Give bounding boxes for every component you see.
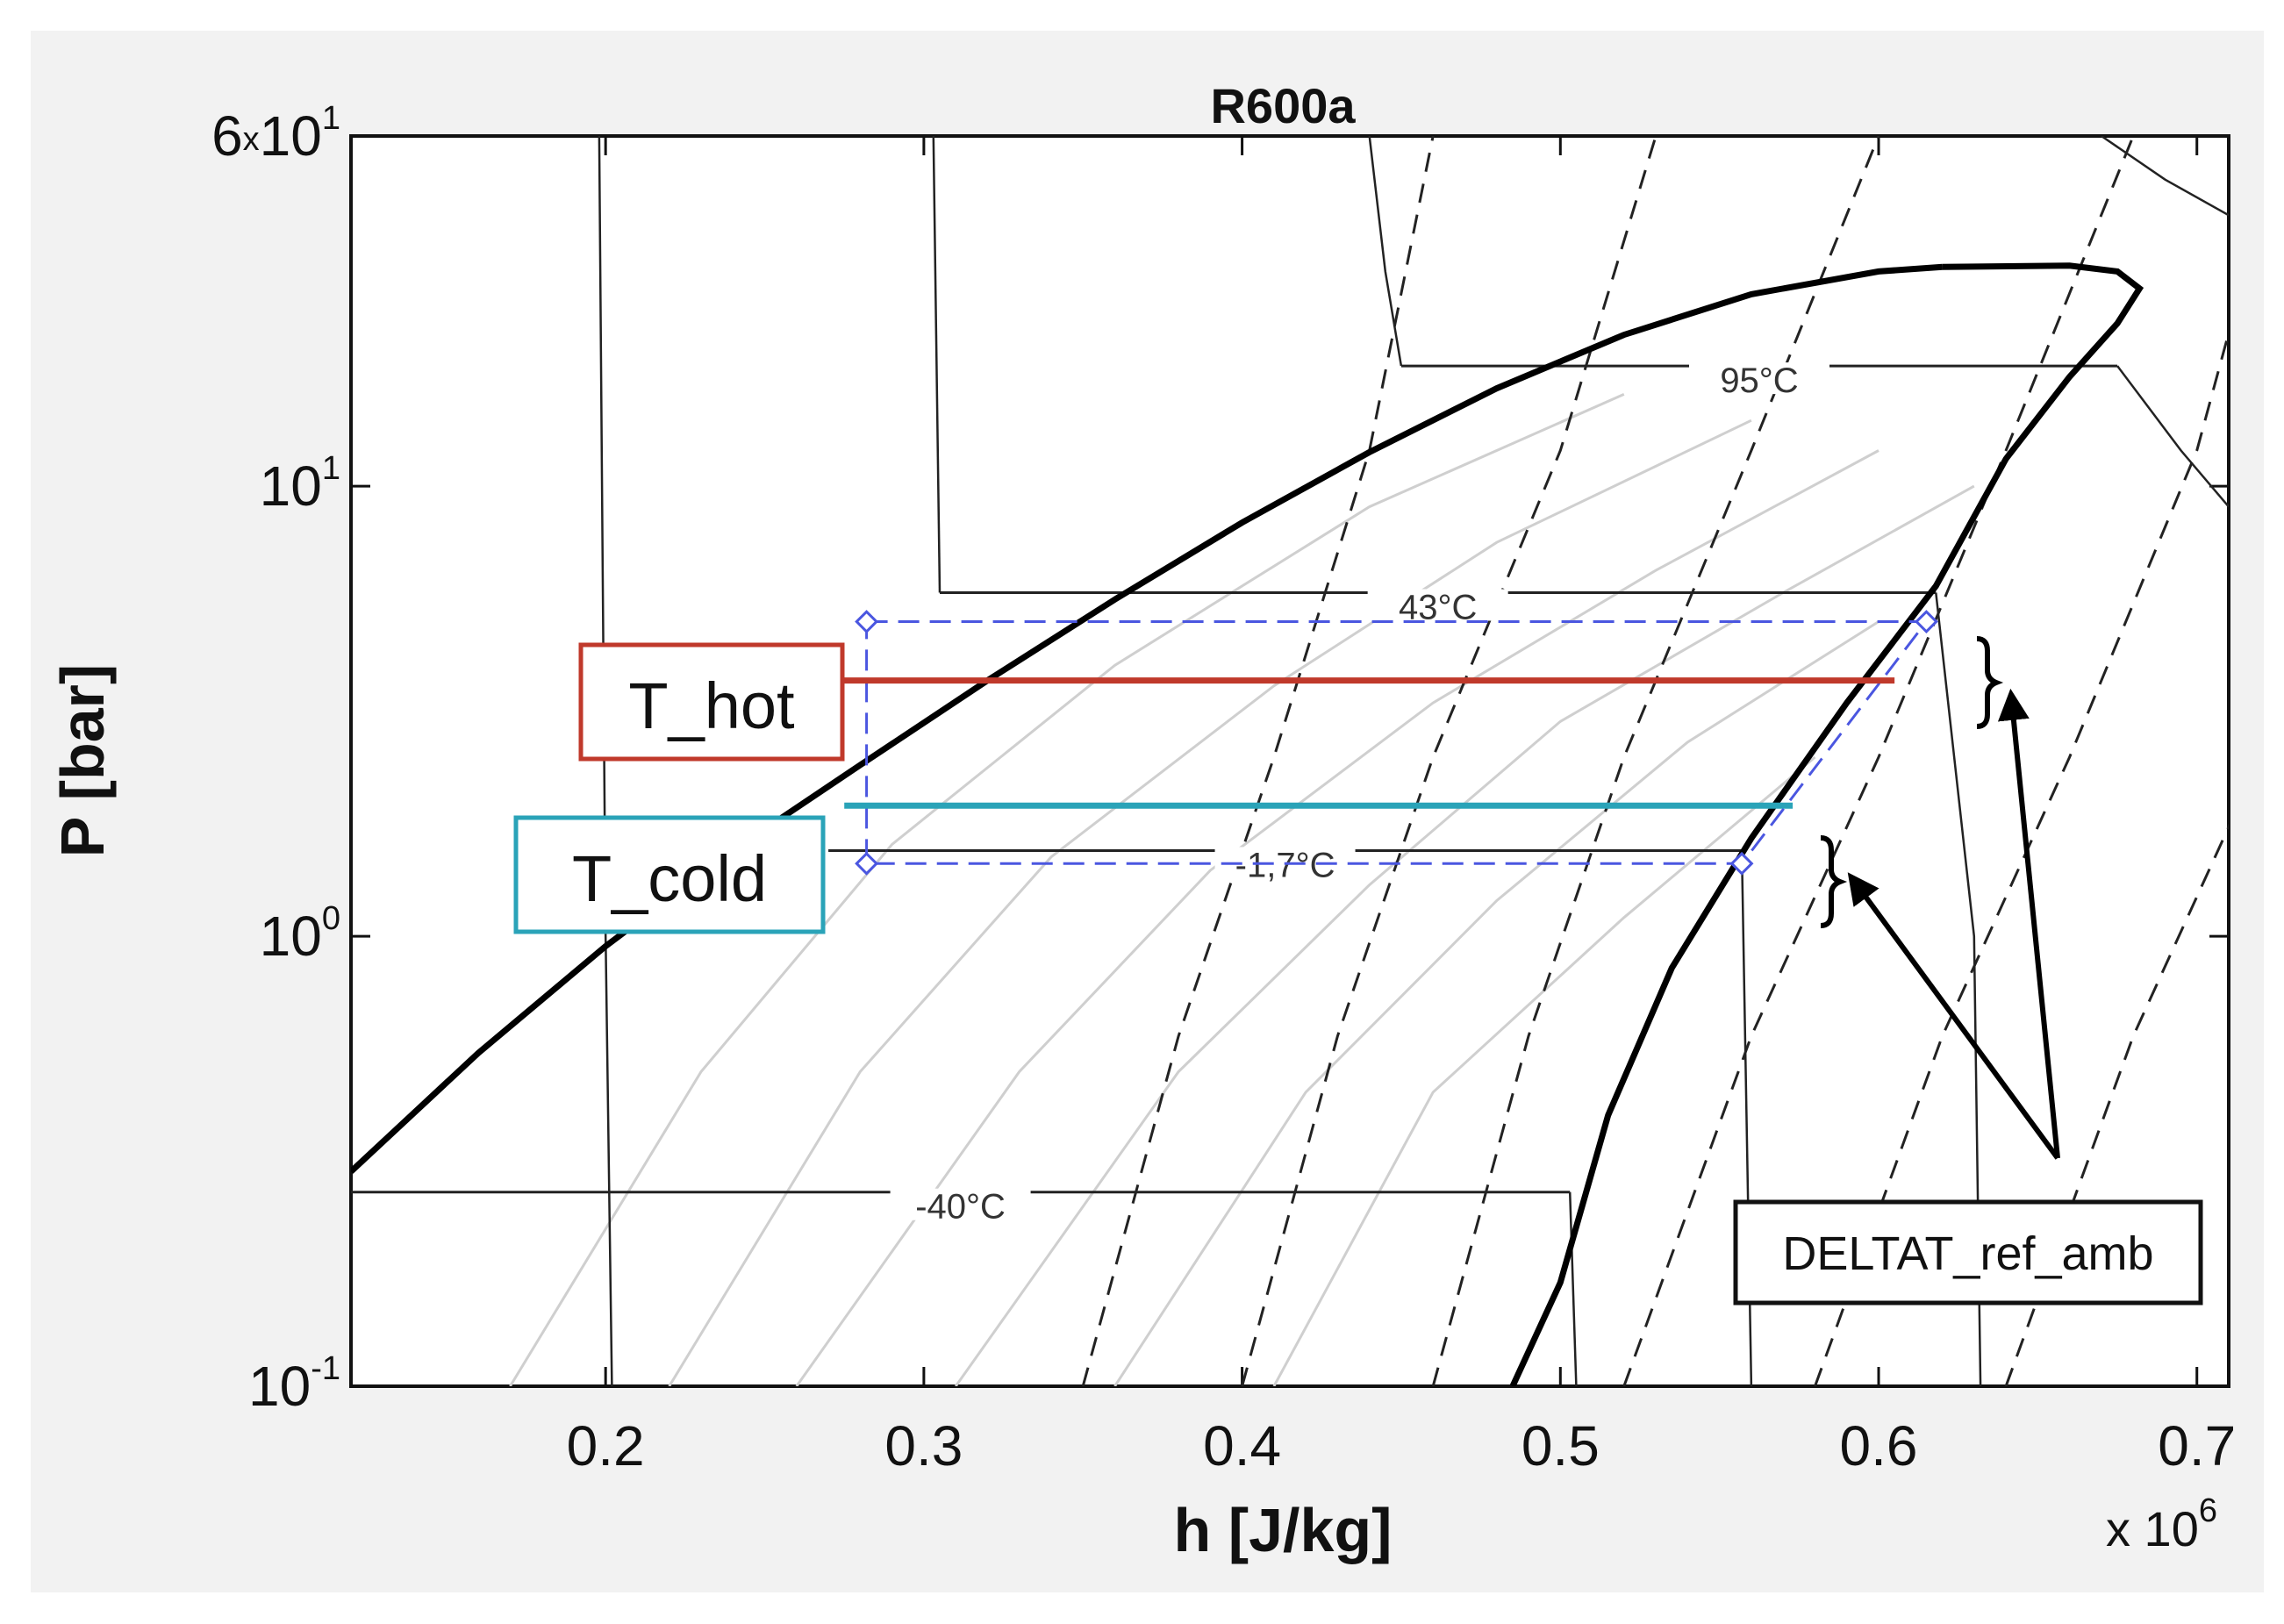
x-multiplier-exponent: 6 — [2199, 1492, 2217, 1529]
saturated-vapor-line — [1509, 262, 2144, 1386]
y-tick-label: 101 — [260, 450, 340, 518]
x-tick-label: 0.7 — [2158, 1414, 2236, 1477]
quality-line — [795, 449, 1879, 1386]
cycle-point-marker — [1914, 610, 1938, 633]
x-axis-multiplier: x 106 — [2106, 1492, 2217, 1556]
isotherm-branch — [1368, 136, 1403, 367]
x-multiplier-base: x 10 — [2106, 1501, 2199, 1556]
isentrope-line — [2004, 823, 2229, 1386]
quality-line — [1272, 755, 1816, 1386]
x-tick-label: 0.5 — [1521, 1414, 1600, 1477]
isotherm-branch — [2101, 136, 2229, 217]
isentrope-line — [1814, 327, 2229, 1386]
hot-delta-brace — [1976, 636, 2004, 729]
x-axis-title: h [J/kg] — [1174, 1496, 1393, 1564]
cold-delta-brace — [1820, 835, 1848, 928]
t-hot-label: T_hot — [628, 669, 795, 742]
cycle-point-marker — [855, 610, 879, 633]
clipped-curves: 95°C43°C-1,7°C-40°C — [351, 136, 2229, 1386]
chart-title: R600a — [1210, 78, 1356, 133]
cycle-point-marker — [855, 851, 879, 876]
y-tick-label: 6x101 — [211, 100, 340, 168]
isotherm-label-bg — [890, 1188, 1031, 1220]
t-cold-label-box — [513, 815, 826, 934]
cycle-point-marker — [1729, 851, 1754, 876]
y-tick-label: 100 — [260, 900, 340, 968]
quality-line — [509, 393, 1625, 1386]
isotherm-branch — [1568, 1191, 1578, 1386]
isotherm-branch — [2116, 365, 2229, 508]
x-tick-marks: 0.2 0.3 0.4 0.5 0.6 0.7 — [567, 136, 2236, 1477]
t-cold-label: T_cold — [572, 842, 767, 915]
x-tick-label: 0.3 — [884, 1414, 963, 1477]
deltat-label-box — [1733, 1199, 2203, 1306]
quality-line — [668, 419, 1752, 1386]
isotherm-branch — [598, 136, 613, 1386]
t-hot-label-box — [578, 642, 845, 762]
y-tick-marks: 6x101 101 100 10-1 — [211, 100, 2229, 1418]
deltat-label: DELTAT_ref_amb — [1782, 1227, 2153, 1280]
arrow-to-hot-delta — [1997, 688, 2060, 1159]
isotherm-label-bg — [1367, 589, 1508, 621]
quality-line — [1113, 620, 1879, 1386]
isotherm-label-bg — [1689, 362, 1829, 395]
x-tick-label: 0.6 — [1840, 1414, 1918, 1477]
isotherm-branch — [932, 136, 942, 593]
isentrope-line — [1081, 136, 1435, 1386]
isentrope-line — [1622, 136, 2135, 1386]
isotherm-label: -40°C — [915, 1188, 1006, 1227]
arrow-to-cold-delta — [1847, 872, 2060, 1160]
plot-content: 95°C43°C-1,7°C-40°C — [351, 136, 2229, 1386]
x-tick-label: 0.2 — [567, 1414, 645, 1477]
y-tick-label: 10-1 — [248, 1350, 340, 1418]
isotherm-label: 95°C — [1720, 361, 1798, 400]
annotation-group: T_hot T_cold DELTAT_ref_amb — [513, 636, 2203, 1306]
isotherm-label: -1,7°C — [1235, 846, 1335, 884]
y-axis-title: P [bar] — [48, 664, 117, 857]
x-tick-label: 0.4 — [1203, 1414, 1281, 1477]
